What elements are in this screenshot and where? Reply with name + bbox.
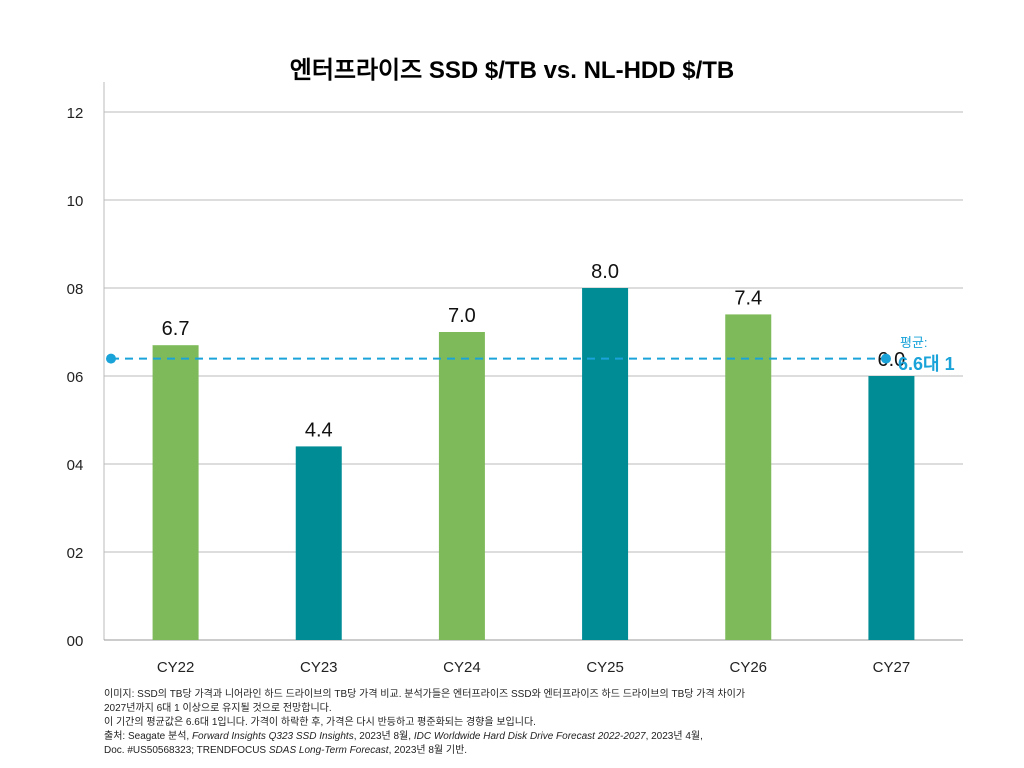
- source-line: 출처: Seagate 분석, Forward Insights Q323 SS…: [104, 730, 864, 744]
- source-text: 출처: Seagate 분석,: [104, 731, 192, 742]
- bar: [868, 376, 915, 640]
- bar: [295, 446, 342, 640]
- average-marker-end: [881, 353, 891, 364]
- bar: [152, 345, 199, 640]
- data-label: 4.4: [305, 419, 333, 441]
- note-line: 이미지: SSD의 TB당 가격과 니어라인 하드 드라이브의 TB당 가격 비…: [104, 689, 746, 700]
- data-label: 7.4: [734, 287, 762, 309]
- x-tick-label: CY23: [300, 659, 338, 676]
- data-label: 7.0: [448, 305, 476, 327]
- chart-title: 엔터프라이즈 SSD $/TB vs. NL-HDD $/TB: [289, 57, 735, 84]
- source-title: SDAS Long-Term Forecast: [268, 745, 389, 756]
- average-label-line1: 평균:: [900, 335, 928, 350]
- data-label: 8.0: [591, 261, 619, 283]
- source-text: , 2023년 4월,: [645, 731, 703, 742]
- y-tick-label: 02: [67, 545, 84, 562]
- y-tick-label: 00: [67, 633, 84, 650]
- average-label-line2: 6.6대 1: [898, 354, 955, 374]
- x-tick-label: CY22: [157, 659, 195, 676]
- x-tick-label: CY24: [443, 659, 481, 676]
- source-text: , 2023년 8월,: [353, 731, 414, 742]
- y-tick-label: 06: [67, 369, 84, 386]
- source-line: Doc. #US50568323; TRENDFOCUS SDAS Long-T…: [104, 744, 864, 758]
- average-marker-start: [106, 353, 116, 364]
- source-text: Doc. #US50568323; TRENDFOCUS: [104, 745, 269, 756]
- bar: [582, 288, 629, 640]
- y-tick-label: 04: [67, 457, 84, 474]
- y-tick-label: 08: [67, 281, 84, 298]
- x-tick-label: CY26: [729, 659, 767, 676]
- x-tick-label: CY25: [586, 659, 624, 676]
- bar: [438, 332, 485, 640]
- source-text: , 2023년 8월 기반.: [388, 745, 468, 756]
- x-tick-label: CY27: [873, 659, 911, 676]
- y-tick-label: 10: [67, 193, 84, 210]
- note-line: 이 기간의 평균값은 6.6대 1입니다. 가격이 하락한 후, 가격은 다시 …: [104, 717, 536, 728]
- source-title: IDC Worldwide Hard Disk Drive Forecast 2…: [413, 731, 646, 742]
- data-label: 6.7: [162, 318, 190, 340]
- footnotes: 이미지: SSD의 TB당 가격과 니어라인 하드 드라이브의 TB당 가격 비…: [104, 688, 864, 758]
- bar: [725, 314, 772, 640]
- note-line: 2027년까지 6대 1 이상으로 유지될 것으로 전망합니다.: [104, 703, 332, 714]
- source-title: Forward Insights Q323 SSD Insights: [191, 731, 354, 742]
- y-tick-label: 12: [67, 105, 84, 122]
